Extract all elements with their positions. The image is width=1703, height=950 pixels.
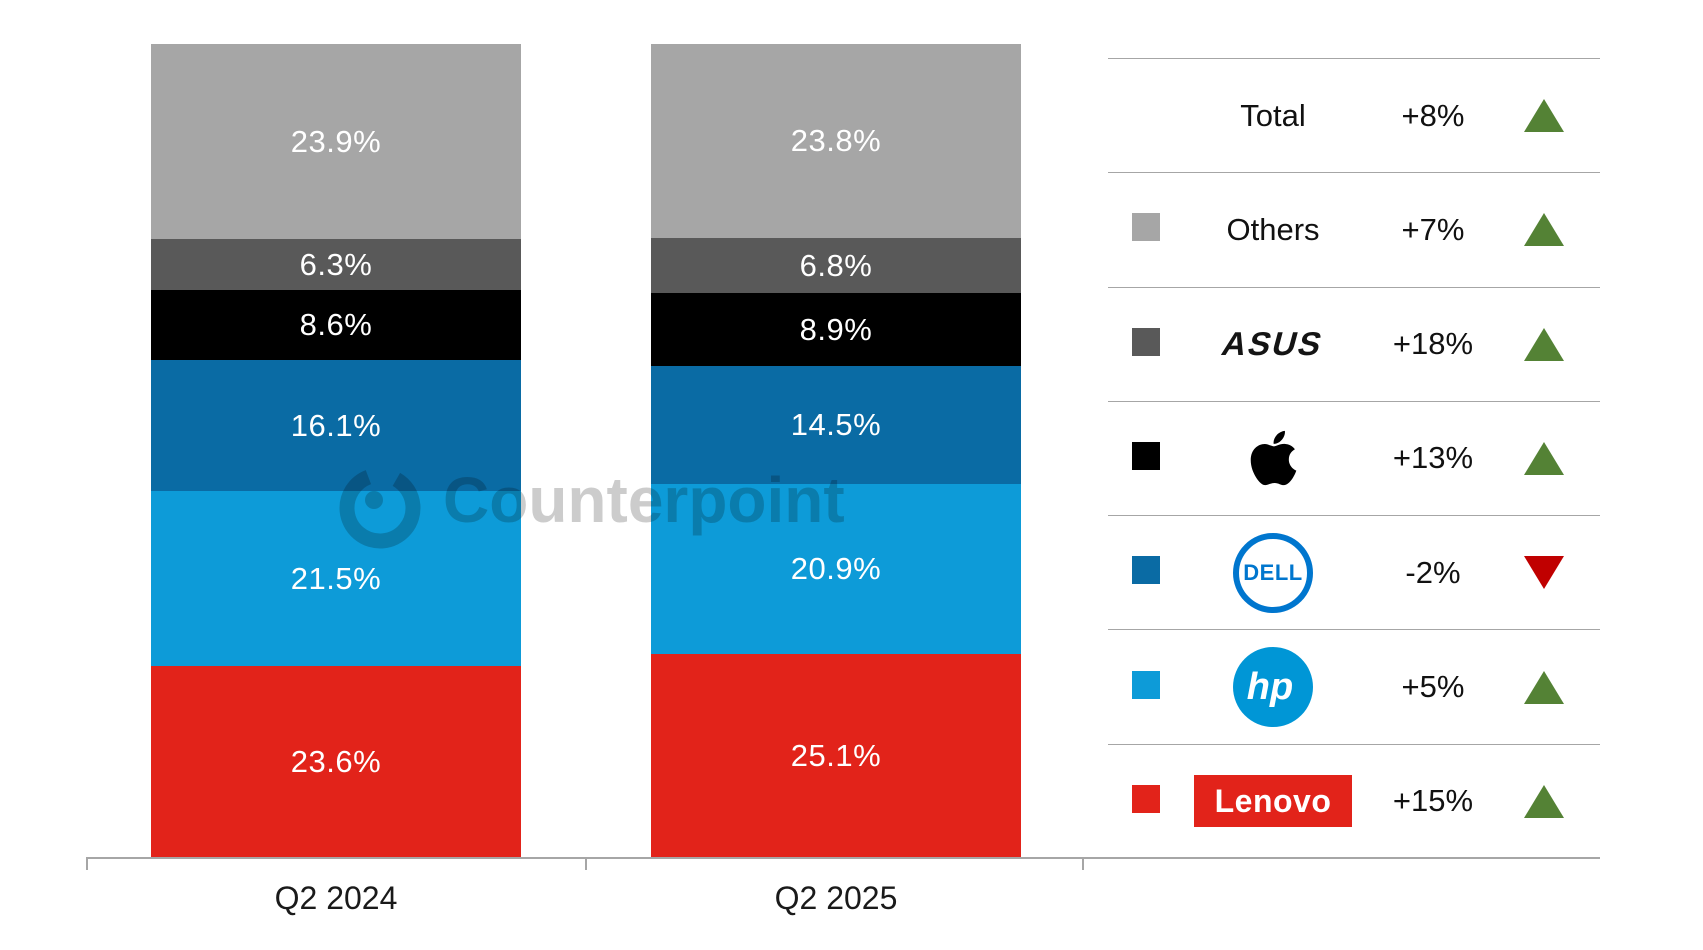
growth-value: +18% bbox=[1392, 326, 1474, 362]
legend-row-asus: ASUS +18% bbox=[1108, 286, 1600, 401]
axis-tick bbox=[1082, 857, 1084, 870]
bar-segment-asus: 6.8% bbox=[651, 237, 1021, 294]
segment-value-label: 16.1% bbox=[290, 407, 382, 443]
growth-value: +5% bbox=[1401, 669, 1465, 705]
segment-value-label: 6.8% bbox=[799, 247, 873, 283]
legend-row-hp: HP +5% bbox=[1108, 629, 1600, 743]
segment-value-label: 6.3% bbox=[299, 246, 373, 282]
dell-logo-icon: Dell bbox=[1233, 532, 1313, 613]
growth-value: +8% bbox=[1401, 97, 1465, 133]
stacked-bar-q2-2025: 23.8% 6.8% 8.9% 14.5% 20.9% 25.1% bbox=[651, 44, 1021, 858]
bar-segment-others: 23.8% bbox=[651, 44, 1021, 238]
bar-segment-dell: 16.1% bbox=[151, 359, 521, 491]
legend-row-total: Total +8% bbox=[1108, 58, 1600, 172]
legend-swatch bbox=[1132, 670, 1160, 699]
legend-swatch bbox=[1132, 213, 1160, 242]
stacked-bar-q2-2024: 23.9% 6.3% 8.6% 16.1% 21.5% 23.6% bbox=[151, 44, 521, 858]
segment-value-label: 8.9% bbox=[799, 311, 873, 347]
growth-value: +15% bbox=[1392, 783, 1474, 819]
bar-segment-dell: 14.5% bbox=[651, 365, 1021, 484]
bar-segment-apple: 8.9% bbox=[651, 293, 1021, 366]
trend-down-icon bbox=[1524, 556, 1564, 590]
legend-swatch bbox=[1132, 784, 1160, 813]
category-label-q2-2024: Q2 2024 bbox=[274, 880, 398, 916]
segment-value-label: 14.5% bbox=[790, 407, 882, 442]
legend-table: Total +8% Others +7% ASUS +18% bbox=[1108, 58, 1600, 858]
bar-segment-lenovo: 23.6% bbox=[151, 665, 521, 858]
bar-segment-hp: 21.5% bbox=[151, 490, 521, 666]
bar-segment-hp: 20.9% bbox=[651, 483, 1021, 654]
apple-logo-icon bbox=[1250, 427, 1297, 489]
axis-tick bbox=[585, 857, 587, 870]
segment-value-label: 23.8% bbox=[790, 123, 882, 159]
trend-up-icon bbox=[1524, 441, 1564, 475]
trend-up-icon bbox=[1524, 327, 1564, 361]
trend-up-icon bbox=[1524, 670, 1564, 704]
growth-value: +7% bbox=[1401, 211, 1465, 247]
trend-up-icon bbox=[1524, 213, 1564, 247]
trend-up-icon bbox=[1524, 99, 1564, 133]
legend-row-lenovo: Lenovo +15% bbox=[1108, 743, 1600, 858]
others-label: Others bbox=[1226, 211, 1320, 247]
legend-swatch bbox=[1132, 327, 1160, 356]
bar-segment-lenovo: 25.1% bbox=[651, 653, 1021, 858]
growth-value: +13% bbox=[1392, 440, 1474, 476]
legend-swatch bbox=[1132, 441, 1160, 470]
segment-value-label: 23.9% bbox=[290, 123, 382, 159]
x-axis-line bbox=[87, 857, 1600, 859]
asus-logo: ASUS bbox=[1218, 325, 1328, 363]
growth-value: -2% bbox=[1405, 554, 1461, 590]
bar-segment-others: 23.9% bbox=[151, 44, 521, 239]
total-label: Total bbox=[1240, 97, 1306, 133]
bar-segment-asus: 6.3% bbox=[151, 238, 521, 290]
segment-value-label: 8.6% bbox=[299, 307, 373, 343]
trend-up-icon bbox=[1524, 784, 1564, 818]
lenovo-logo-icon: Lenovo bbox=[1194, 775, 1352, 828]
legend-row-apple: +13% bbox=[1108, 400, 1600, 515]
axis-tick bbox=[86, 857, 88, 870]
legend-swatch bbox=[1132, 556, 1160, 585]
segment-value-label: 20.9% bbox=[790, 551, 882, 587]
legend-row-dell: Dell -2% bbox=[1108, 515, 1600, 629]
segment-value-label: 23.6% bbox=[290, 744, 382, 780]
legend-row-others: Others +7% bbox=[1108, 172, 1600, 286]
bar-segment-apple: 8.6% bbox=[151, 289, 521, 360]
category-label-q2-2025: Q2 2025 bbox=[774, 880, 898, 916]
segment-value-label: 21.5% bbox=[290, 560, 382, 596]
hp-logo-icon: HP bbox=[1233, 647, 1313, 728]
segment-value-label: 25.1% bbox=[790, 738, 882, 774]
